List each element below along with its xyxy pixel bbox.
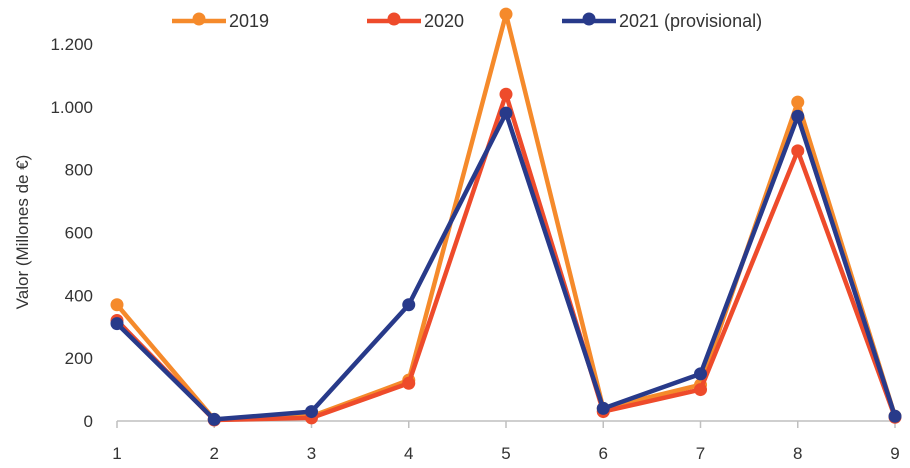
data-point	[305, 405, 318, 419]
series-lines	[110, 7, 902, 427]
y-tick-label: 800	[65, 161, 93, 180]
data-point	[888, 409, 902, 423]
x-tick-label: 2	[210, 444, 219, 463]
data-point	[499, 87, 513, 101]
series-line	[114, 11, 898, 422]
legend-item: 2020	[367, 11, 464, 31]
x-tick-label: 7	[696, 444, 705, 463]
y-tick-label: 0	[84, 412, 93, 431]
x-tick-label: 5	[501, 444, 510, 463]
axes	[116, 420, 896, 428]
x-tick-label: 6	[599, 444, 608, 463]
data-point	[791, 109, 805, 123]
data-point	[402, 298, 416, 312]
y-tick-label: 1.000	[50, 98, 93, 117]
x-tick-label: 9	[890, 444, 899, 463]
legend-item: 2021 (provisional)	[562, 11, 762, 31]
legend: 2019 2020 2021 (provisional)	[172, 11, 762, 31]
data-point	[499, 7, 513, 21]
x-tick-label: 3	[307, 444, 316, 463]
data-point	[402, 376, 416, 390]
legend-swatch-marker	[192, 12, 206, 26]
x-axis-ticks: 1 2 3 4 5 6 7 8 9	[112, 444, 899, 463]
data-point	[110, 298, 124, 312]
series-line	[114, 92, 898, 423]
y-tick-label: 600	[65, 224, 93, 243]
data-point	[596, 401, 610, 415]
y-tick-label: 400	[65, 286, 93, 305]
legend-label: 2019	[229, 11, 269, 31]
series-1	[110, 7, 902, 426]
y-axis-title: Valor (Millones de €)	[13, 155, 32, 310]
data-point	[499, 106, 513, 120]
y-tick-label: 1.200	[50, 35, 93, 54]
legend-item: 2019	[172, 11, 269, 31]
data-point	[791, 144, 805, 158]
legend-label: 2020	[424, 11, 464, 31]
y-axis-ticks: 0 200 400 600 800 1.000 1.200	[50, 35, 93, 431]
x-tick-label: 1	[112, 444, 121, 463]
x-tick-label: 4	[404, 444, 413, 463]
data-point	[694, 383, 707, 397]
series-3	[110, 106, 902, 426]
y-tick-label: 200	[65, 349, 93, 368]
data-point	[791, 95, 805, 109]
data-point	[694, 367, 707, 381]
legend-label: 2021 (provisional)	[619, 11, 762, 31]
data-point	[110, 317, 124, 331]
data-point	[207, 412, 221, 426]
legend-swatch-marker	[582, 12, 596, 26]
legend-swatch-marker	[387, 12, 401, 26]
x-tick-label: 8	[793, 444, 802, 463]
